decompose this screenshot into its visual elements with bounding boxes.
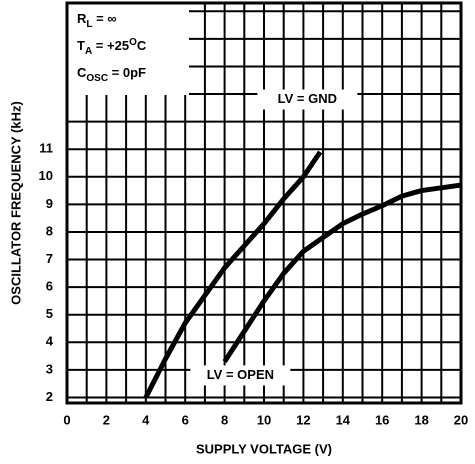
- x-tick-label: 6: [182, 412, 189, 427]
- x-axis-title: SUPPLY VOLTAGE (V): [196, 441, 332, 456]
- condition-sub: OSC: [86, 73, 108, 84]
- condition-rest: = 0pF: [108, 65, 146, 80]
- condition-sup: O: [129, 37, 137, 48]
- y-tick-label: 9: [46, 196, 53, 211]
- condition-end: C: [137, 38, 147, 53]
- y-tick-label: 11: [39, 141, 53, 156]
- x-tick-label: 8: [221, 412, 228, 427]
- y-tick-label: 5: [46, 306, 53, 321]
- condition-rest: = +25: [92, 38, 129, 53]
- plot-border: [65, 1, 463, 405]
- x-tick-label: 4: [142, 412, 150, 427]
- y-tick-label: 8: [46, 223, 53, 238]
- condition-sub: A: [85, 46, 92, 57]
- series-label: LV = OPEN: [207, 367, 274, 382]
- x-tick-label: 0: [63, 412, 70, 427]
- x-tick-label: 10: [257, 412, 271, 427]
- condition-sub: L: [86, 19, 92, 30]
- condition: COSC = 0pF: [77, 65, 146, 83]
- condition: TA = +25OC: [77, 37, 147, 57]
- y-tick-label: 6: [46, 279, 53, 294]
- x-tick-label: 16: [375, 412, 389, 427]
- series-label-bg: [257, 89, 358, 110]
- y-tick-label: 2: [46, 389, 53, 404]
- conditions-box: [67, 3, 189, 95]
- y-tick-label: 4: [46, 334, 54, 349]
- x-tick-label: 18: [414, 412, 428, 427]
- x-tick-label: 2: [103, 412, 110, 427]
- series-line: [222, 182, 462, 363]
- y-tick-label: 7: [46, 251, 53, 266]
- x-tick-label: 20: [454, 412, 468, 427]
- condition-rest: = ∞: [93, 11, 117, 26]
- series-line: [143, 150, 323, 399]
- series-label-bg: [190, 365, 291, 386]
- condition-symbol: T: [77, 38, 85, 53]
- y-axis-title: OSCILLATOR FREQUENCY (kHz): [8, 101, 23, 305]
- y-tick-label: 10: [39, 168, 53, 183]
- x-tick-label: 12: [296, 412, 310, 427]
- condition-symbol: R: [77, 11, 87, 26]
- y-tick-label: 3: [46, 361, 53, 376]
- x-tick-label: 14: [336, 412, 351, 427]
- condition: RL = ∞: [77, 11, 117, 29]
- condition-symbol: C: [77, 65, 87, 80]
- series-label: LV = GND: [278, 91, 337, 106]
